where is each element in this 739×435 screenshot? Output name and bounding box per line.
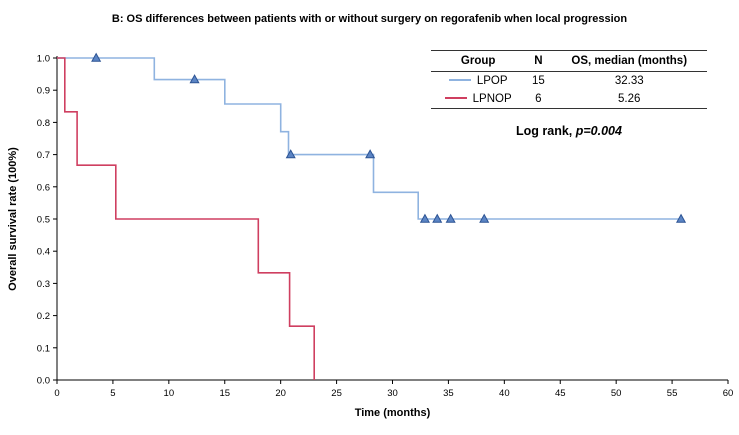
x-tick-label: 5 [110, 388, 115, 399]
censor-mark-LPOP [432, 213, 443, 223]
y-tick-label: 0.3 [37, 279, 50, 290]
censor-mark-LPOP [445, 213, 456, 223]
censor-mark-LPOP [479, 213, 490, 223]
x-tick-label: 15 [219, 388, 230, 399]
series-LPNOP-line [57, 57, 316, 380]
x-tick-label: 10 [164, 388, 175, 399]
x-tick-label: 30 [387, 388, 398, 399]
legend-n-value: 15 [531, 75, 545, 87]
legend-group-label: LPOP [476, 75, 508, 87]
x-tick-label: 20 [275, 388, 286, 399]
y-tick-label: 0.7 [37, 150, 50, 161]
y-tick-label: 0.5 [37, 215, 50, 226]
log-rank-prefix: Log rank, [516, 124, 576, 138]
censor-mark-LPOP [365, 149, 376, 159]
legend-header-row: Group N OS, median (months) [431, 50, 707, 72]
lpnop-line-swatch [444, 96, 467, 99]
legend-header-group: Group [431, 50, 526, 72]
lpop-line-swatch [448, 78, 471, 81]
x-tick-label: 35 [443, 388, 454, 399]
x-tick-label: 55 [667, 388, 678, 399]
y-tick-label: 0.2 [37, 311, 50, 322]
legend-group-label: LPNOP [472, 93, 512, 105]
y-tick-label: 0.0 [37, 376, 50, 387]
legend-row-lpop: LPOP 15 32.33 [431, 72, 707, 91]
chart-title: B: OS differences between patients with … [111, 13, 628, 25]
legend-median-value: 5.26 [551, 90, 707, 109]
legend-row-lpnop: LPNOP 6 5.26 [431, 90, 707, 109]
censor-mark-LPOP [285, 149, 296, 159]
y-tick-label: 0.4 [37, 247, 50, 258]
log-rank-annotation: Log rank, p=0.004 [431, 124, 707, 138]
legend-header-n: N [525, 50, 552, 72]
censor-mark-LPOP [419, 213, 430, 223]
y-tick-label: 0.6 [37, 182, 50, 193]
x-tick-label: 60 [723, 388, 734, 399]
censor-mark-LPOP [91, 52, 102, 62]
legend-median-value: 32.33 [614, 75, 644, 87]
x-tick-label: 40 [499, 388, 510, 399]
censor-mark-LPOP [675, 213, 687, 223]
censor-mark-LPOP [189, 74, 200, 84]
y-tick-label: 0.9 [37, 86, 50, 97]
x-tick-label: 45 [555, 388, 566, 399]
x-tick-label: 50 [611, 388, 622, 399]
x-axis-title: Time (months) [355, 407, 431, 419]
series-LPOP-line [57, 57, 681, 220]
y-tick-label: 0.1 [37, 343, 50, 354]
x-tick-label: 0 [54, 388, 59, 399]
legend-header-median: OS, median (months) [551, 50, 707, 72]
y-tick-label: 1.0 [37, 54, 50, 65]
legend-table: Group N OS, median (months) LPOP 15 32.3… [431, 50, 707, 109]
log-rank-p-value: p=0.004 [575, 124, 622, 138]
legend-n-value: 6 [525, 90, 552, 109]
y-tick-label: 0.8 [37, 118, 50, 129]
x-tick-label: 25 [331, 388, 342, 399]
y-axis-title: Overall survival rate (100%) [7, 147, 19, 291]
